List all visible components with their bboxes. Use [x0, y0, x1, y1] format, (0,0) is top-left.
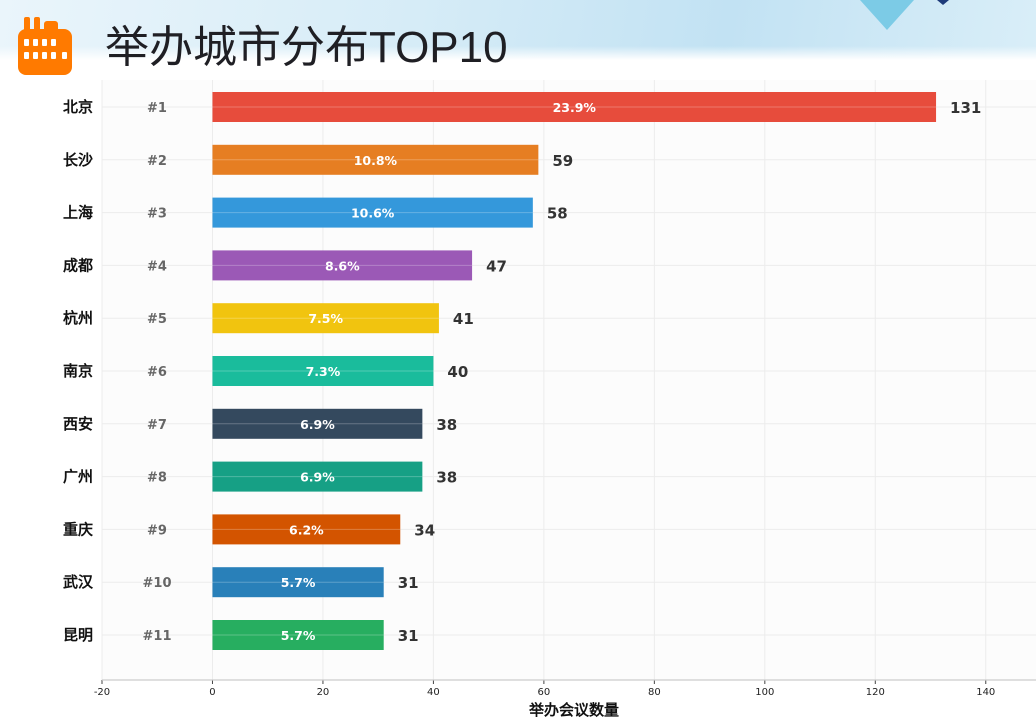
x-tick-label: 0 [209, 687, 215, 698]
bar [212, 303, 439, 334]
percent-label: 7.3% [306, 364, 341, 379]
value-label: 38 [436, 416, 457, 434]
city-label: 成都 [63, 256, 93, 274]
x-axis-label: 举办会议数量 [528, 701, 619, 719]
city-label: 广州 [63, 468, 93, 486]
rank-label: #4 [147, 259, 167, 274]
bar [212, 197, 533, 228]
x-tick-label: 100 [755, 687, 774, 698]
bar [212, 620, 384, 650]
city-label: 北京 [63, 98, 93, 116]
value-label: 31 [398, 627, 419, 645]
page-title: 举办城市分布TOP10 [105, 23, 508, 72]
x-tick-label: -20 [94, 687, 110, 698]
bar [212, 408, 423, 439]
rank-label: #11 [143, 629, 172, 644]
percent-label: 6.9% [300, 417, 335, 432]
city-label: 西安 [63, 415, 93, 433]
x-tick-label: 120 [866, 687, 885, 698]
value-label: 47 [486, 257, 507, 275]
x-tick-label: 80 [648, 687, 661, 698]
percent-label: 6.9% [300, 470, 335, 485]
x-tick-label: 60 [538, 687, 551, 698]
bar [212, 92, 937, 122]
percent-label: 10.8% [354, 153, 398, 168]
value-label: 59 [552, 152, 573, 170]
decorative-triangle [860, 0, 914, 30]
percent-label: 10.6% [351, 206, 395, 221]
value-label: 38 [436, 469, 457, 487]
city-label: 武汉 [63, 573, 94, 591]
bar [212, 461, 423, 492]
rank-label: #7 [147, 418, 167, 433]
value-label: 41 [453, 310, 474, 328]
x-tick-label: 20 [317, 687, 330, 698]
rank-label: #10 [143, 576, 172, 591]
rank-label: #2 [147, 154, 167, 169]
rank-label: #6 [147, 365, 167, 380]
bar [212, 250, 473, 281]
decorative-triangle-small [937, 0, 949, 5]
value-label: 34 [414, 521, 435, 539]
x-tick-label: 40 [427, 687, 440, 698]
building-icon [18, 17, 72, 75]
bar [212, 567, 384, 598]
percent-label: 23.9% [553, 100, 597, 115]
percent-label: 7.5% [308, 311, 343, 326]
bar [212, 356, 434, 386]
city-label: 上海 [63, 204, 93, 222]
bar [212, 514, 401, 545]
rank-label: #1 [147, 101, 167, 116]
percent-label: 8.6% [325, 258, 360, 273]
bar [212, 144, 539, 175]
percent-label: 5.7% [281, 628, 316, 643]
rank-label: #8 [147, 471, 167, 486]
city-label: 杭州 [63, 309, 93, 327]
value-label: 31 [398, 574, 419, 592]
rank-label: #9 [147, 523, 167, 538]
city-label: 昆明 [63, 626, 93, 644]
percent-label: 6.2% [289, 522, 324, 537]
value-label: 58 [547, 205, 568, 223]
rank-label: #5 [147, 312, 167, 327]
percent-label: 5.7% [281, 575, 316, 590]
value-label: 131 [950, 99, 981, 117]
value-label: 40 [447, 363, 468, 381]
rank-label: #3 [147, 207, 167, 222]
city-label: 重庆 [63, 520, 93, 538]
city-label: 南京 [63, 362, 93, 380]
city-label: 长沙 [63, 151, 93, 169]
x-tick-label: 140 [976, 687, 995, 698]
